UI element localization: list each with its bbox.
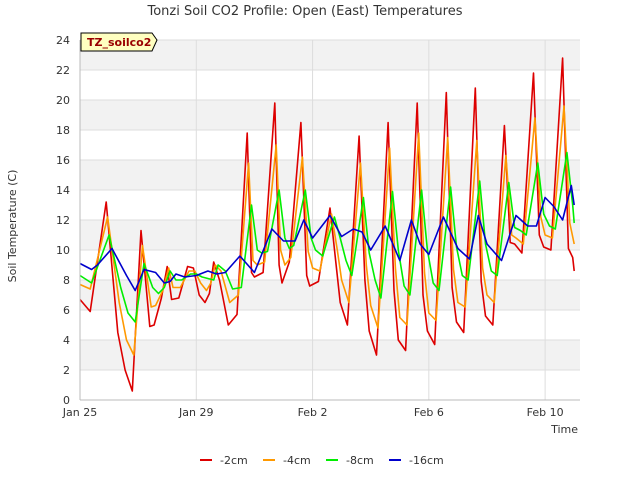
grid-band: [80, 100, 580, 130]
y-tick-label: 20: [56, 94, 70, 107]
y-tick-label: 2: [63, 364, 70, 377]
legend-label: -16cm: [409, 454, 444, 467]
tag-badge-shape: [80, 32, 158, 52]
grid-band: [80, 160, 580, 190]
series-line-minus-4cm: [79, 105, 575, 356]
grid-band: [80, 340, 580, 370]
y-tick-label: 12: [56, 214, 70, 227]
y-tick-label: 24: [56, 34, 70, 47]
y-tick-label: 6: [63, 304, 70, 317]
series-layer: [79, 57, 575, 392]
x-tick-label: Feb 2: [298, 406, 328, 419]
y-tick-label: 18: [56, 124, 70, 137]
series-line-minus-8cm: [79, 151, 575, 323]
y-axis-label: Soil Temperature (C): [6, 170, 19, 283]
y-tick-label: 14: [56, 184, 70, 197]
chart-title: Tonzi Soil CO2 Profile: Open (East) Temp…: [146, 4, 462, 19]
grid-band: [80, 40, 580, 70]
y-tick-label: 16: [56, 154, 70, 167]
y-tick-label: 4: [63, 334, 70, 347]
y-tick-label: 0: [63, 394, 70, 407]
y-tick-label: 22: [56, 64, 70, 77]
axes: [79, 40, 580, 401]
series-line-minus-16cm: [79, 184, 575, 292]
x-tick-label: Jan 29: [178, 406, 213, 419]
x-axis-label: Time: [550, 423, 578, 436]
x-tick-labels: Jan 25 Jan 29 Feb 2 Feb 6 Feb 10: [62, 406, 564, 419]
x-tick-label: Feb 6: [414, 406, 444, 419]
x-tick-label: Feb 10: [527, 406, 564, 419]
tag-badge-label: TZ_soilco2: [87, 36, 151, 49]
y-tick-label: 8: [63, 274, 70, 287]
x-tick-label: Jan 25: [62, 406, 97, 419]
tag-badge: TZ_soilco2: [80, 32, 158, 52]
legend-label: -4cm: [283, 454, 311, 467]
legend-label: -8cm: [346, 454, 374, 467]
legend-label: -2cm: [220, 454, 248, 467]
legend: -2cm -4cm -8cm -16cm: [200, 454, 444, 467]
series-line-minus-2cm: [79, 57, 575, 392]
y-tick-label: 10: [56, 244, 70, 257]
